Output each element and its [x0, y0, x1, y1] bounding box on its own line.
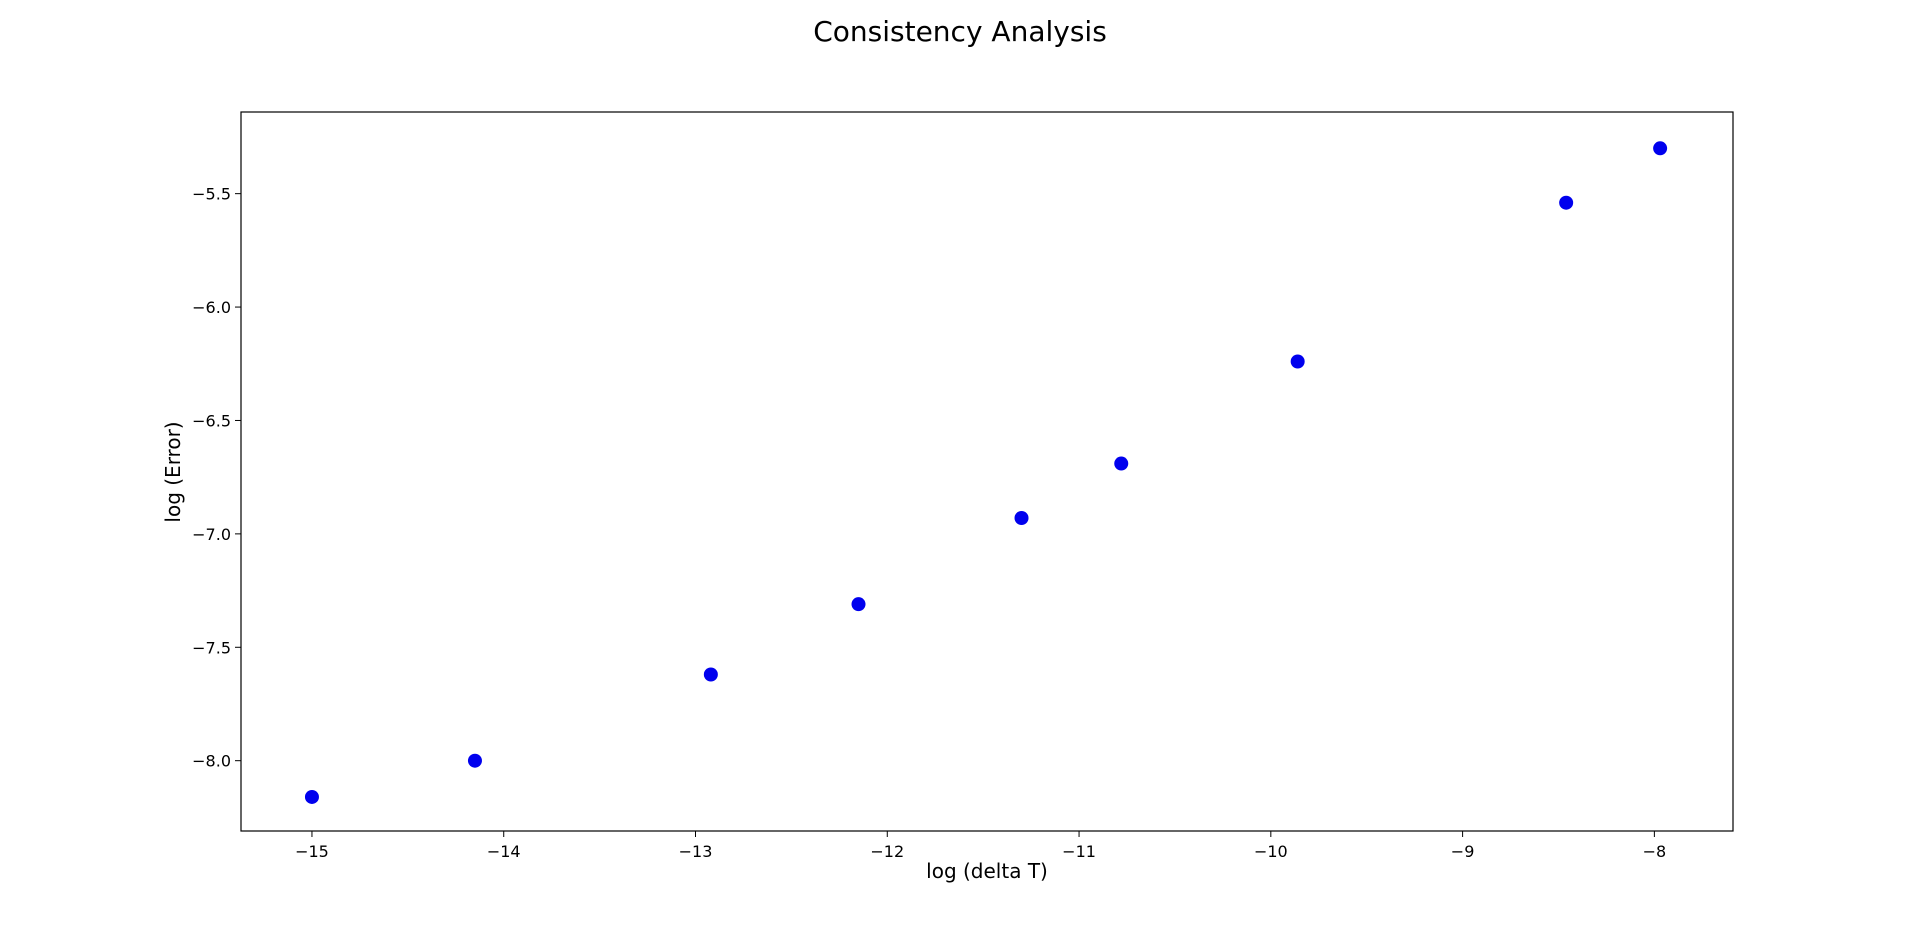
data-point	[1014, 510, 1029, 525]
x-tick-label: −8	[1643, 842, 1667, 861]
x-tick-label: −12	[870, 842, 904, 861]
x-axis-label: log (delta T)	[926, 859, 1048, 883]
data-point	[1114, 456, 1129, 471]
y-tick-label: −5.5	[192, 185, 231, 204]
data-point	[703, 667, 718, 682]
y-tick-label: −8.0	[192, 752, 231, 771]
x-tick-label: −11	[1062, 842, 1096, 861]
y-tick-label: −7.0	[192, 525, 231, 544]
y-tick-label: −7.5	[192, 638, 231, 657]
y-tick-label: −6.0	[192, 298, 231, 317]
data-point	[467, 753, 482, 768]
x-axis: −15 −14 −13 −12 −11 −10 −9 −8	[295, 831, 1666, 861]
x-tick-label: −13	[679, 842, 713, 861]
data-point	[1290, 354, 1305, 369]
x-tick-label: −9	[1451, 842, 1475, 861]
data-point	[304, 789, 319, 804]
x-tick-label: −14	[487, 842, 521, 861]
x-tick-label: −15	[295, 842, 329, 861]
chart-title: Consistency Analysis	[813, 15, 1107, 48]
data-point	[1653, 141, 1668, 156]
data-point	[1559, 195, 1574, 210]
x-tick-label: −10	[1254, 842, 1288, 861]
plot-area-frame	[240, 111, 1734, 832]
data-point	[851, 597, 866, 612]
y-tick-label: −6.5	[192, 411, 231, 430]
y-axis-label: log (Error)	[161, 421, 185, 522]
data-points	[304, 141, 1668, 804]
y-axis: −8.0 −7.5 −7.0 −6.5 −6.0 −5.5	[192, 185, 241, 771]
